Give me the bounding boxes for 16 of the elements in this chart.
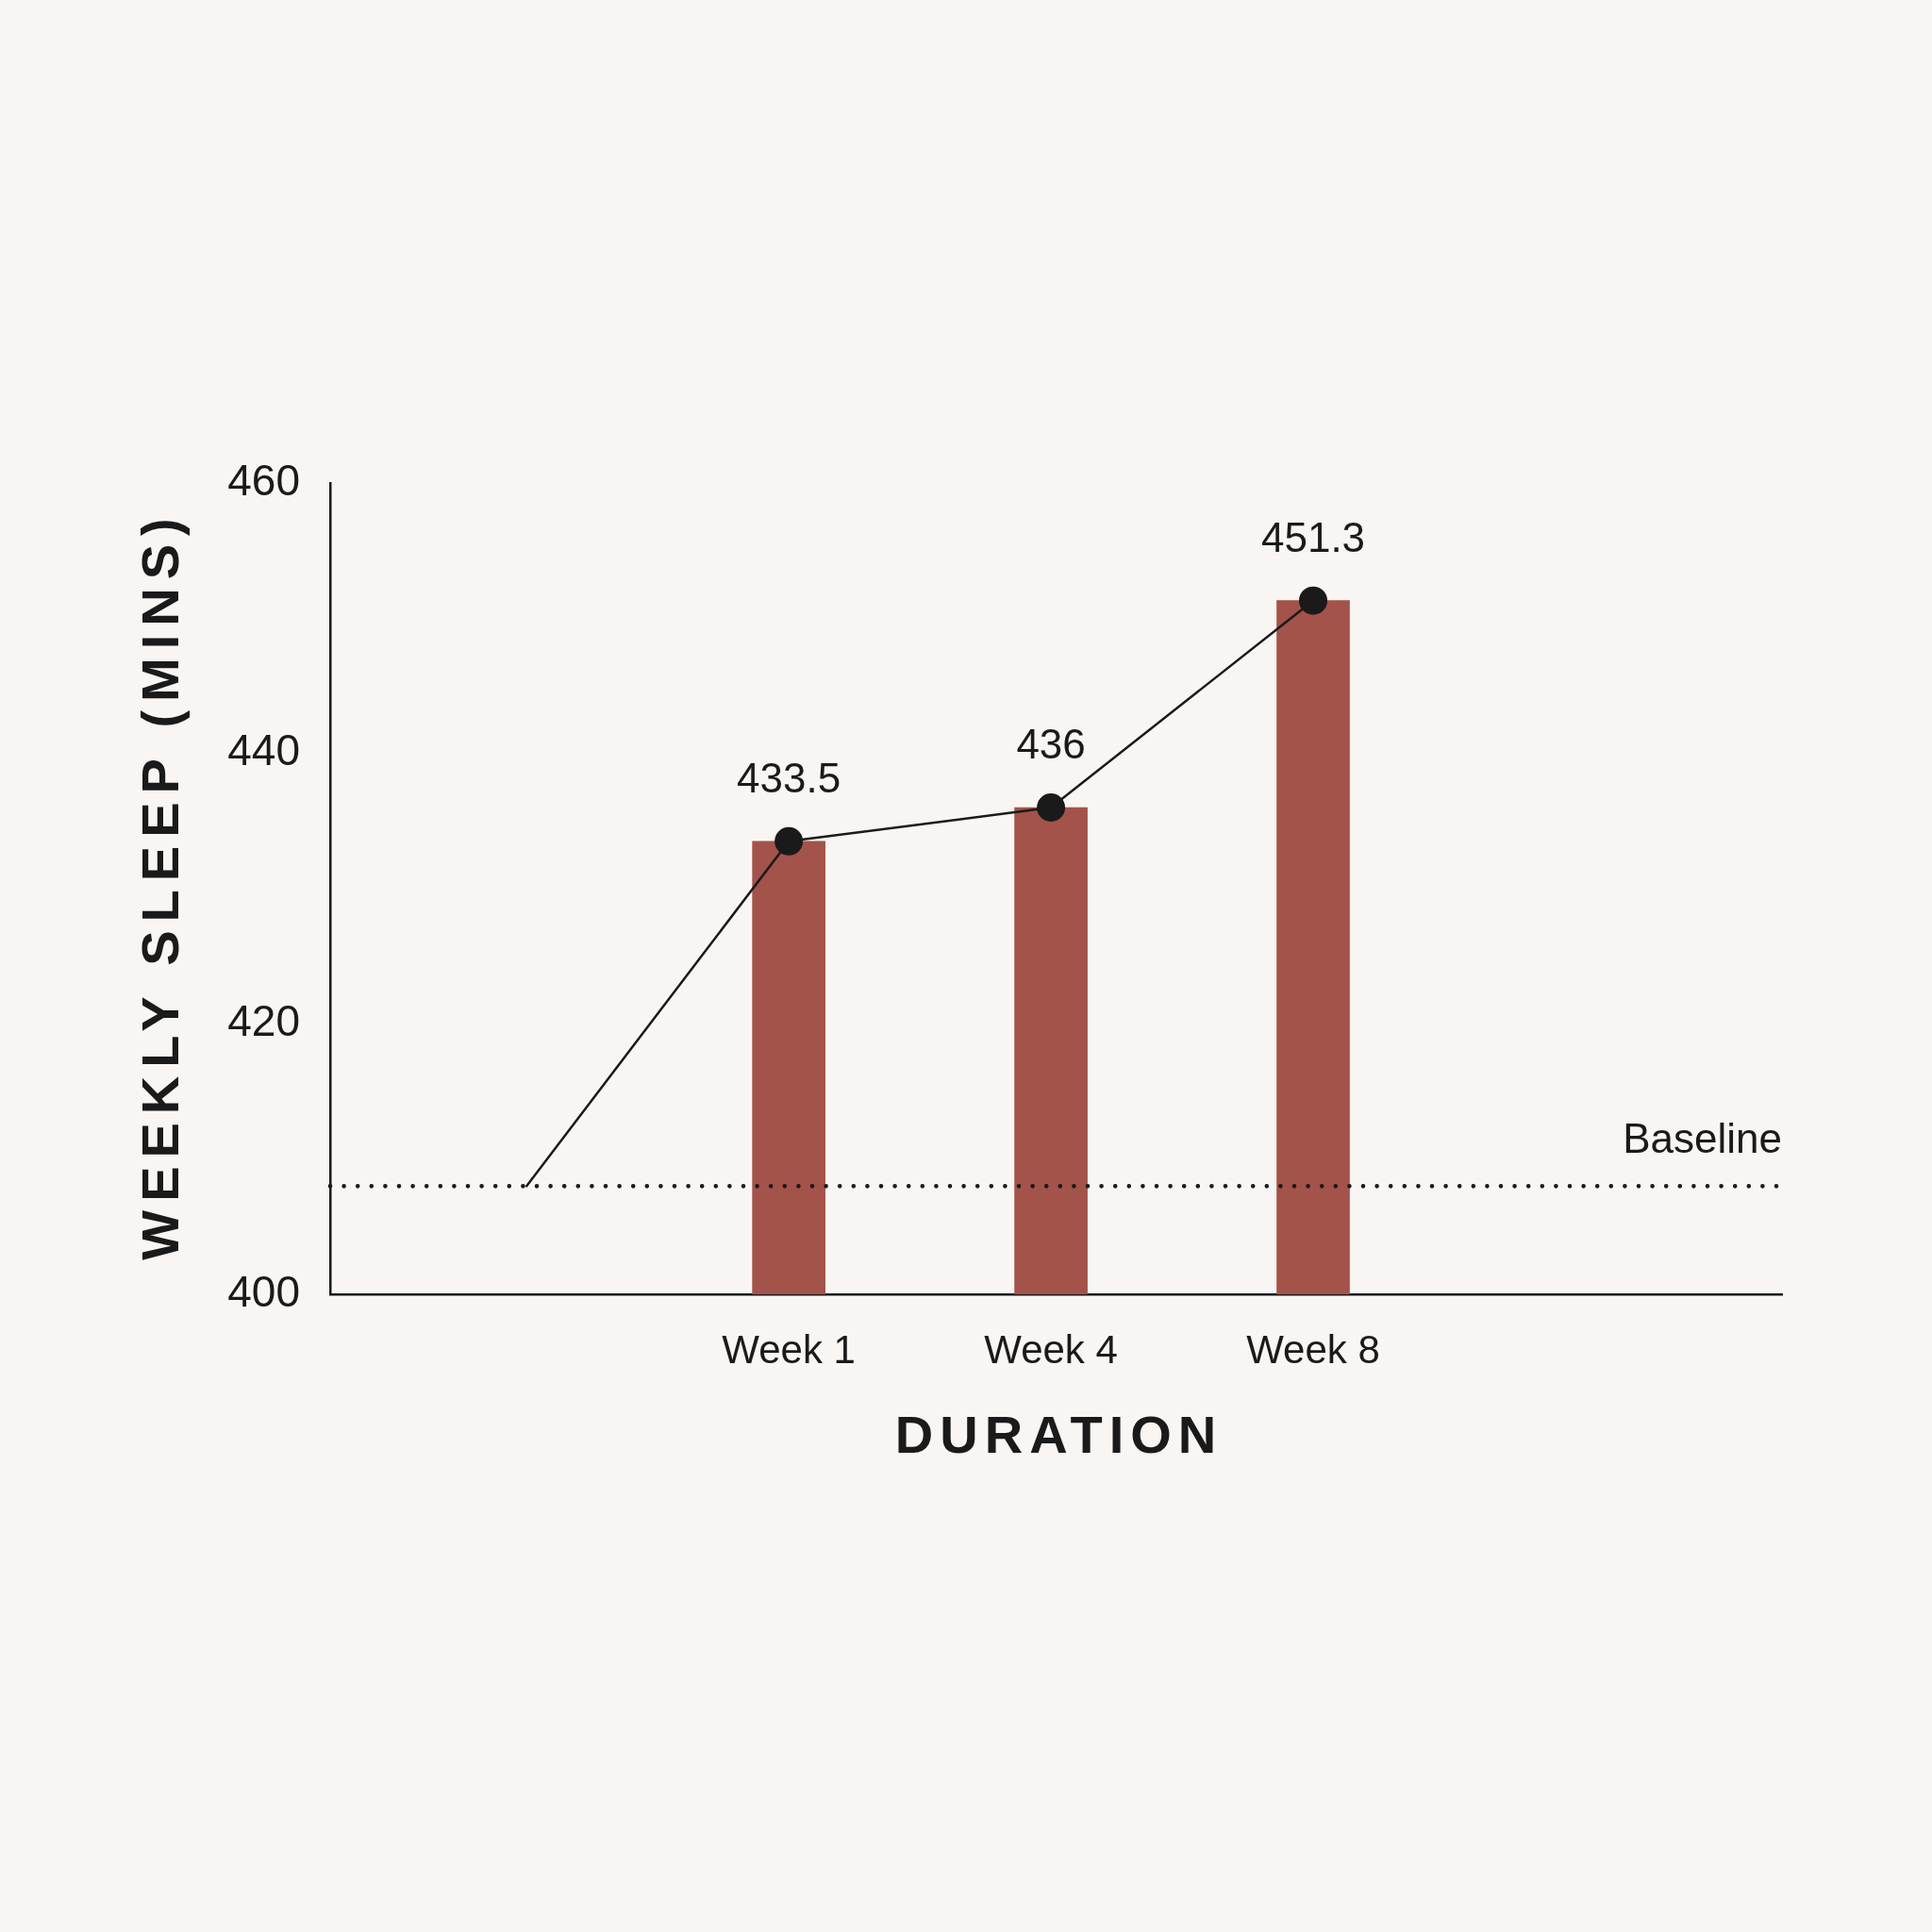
y-axis-title: WEEKLY SLEEP (MINS) — [130, 509, 191, 1260]
y-tick-label: 440 — [227, 725, 300, 775]
data-label: 436 — [1016, 721, 1086, 768]
ref-line-label: Baseline — [1623, 1115, 1782, 1162]
point — [1299, 586, 1328, 615]
x-tick-label: Week 8 — [1246, 1326, 1380, 1372]
data-label: 433.5 — [737, 754, 841, 801]
point — [774, 826, 804, 856]
x-axis-title: DURATION — [894, 1405, 1224, 1465]
data-label: 451.3 — [1260, 513, 1366, 560]
y-tick-label: 400 — [227, 1266, 300, 1316]
y-tick-label: 420 — [227, 996, 300, 1046]
x-tick-label: Week 1 — [722, 1326, 856, 1372]
point — [1037, 793, 1066, 822]
y-tick-label: 460 — [227, 455, 300, 505]
x-tick-label: Week 4 — [984, 1326, 1118, 1372]
